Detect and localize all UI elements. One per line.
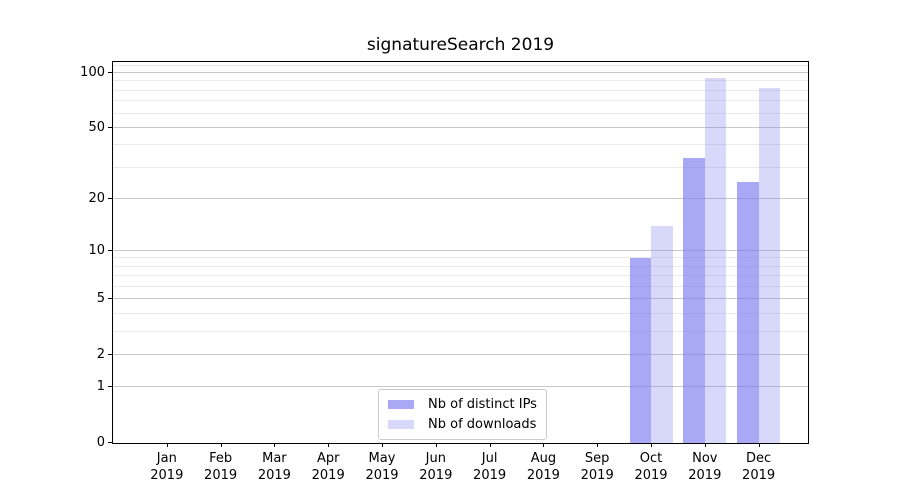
y-axis-tick: [108, 353, 112, 355]
legend-label-distinct-ips: Nb of distinct IPs: [428, 397, 537, 412]
plot-area: Nb of distinct IPs Nb of downloads 0 1 2 5 1…: [80, 61, 809, 483]
x-axis-tick-label: Jun 2019: [419, 451, 453, 483]
minor-gridline: [113, 275, 808, 277]
x-axis-tick-label: Oct 2019: [634, 451, 668, 483]
x-axis-tick: [489, 443, 491, 447]
chart-title: signatureSearch 2019: [366, 35, 555, 55]
major-gridline: [113, 249, 808, 251]
y-axis-tick-label: 0: [96, 435, 105, 450]
bar-downloads: [651, 225, 673, 443]
x-axis-tick: [166, 443, 168, 447]
y-axis-tick-label: 5: [96, 291, 105, 307]
x-axis-tick-label: Dec 2019: [742, 451, 776, 483]
major-gridline: [113, 386, 808, 388]
y-axis-tick: [108, 442, 112, 443]
y-axis-tick-label: 20: [88, 190, 105, 206]
x-axis-tick-label: Nov 2019: [688, 451, 722, 483]
x-axis-tick: [328, 443, 330, 447]
bar-distinct-ips: [629, 258, 651, 443]
minor-gridline: [113, 330, 808, 332]
x-axis-tick-label: Aug 2019: [526, 451, 560, 483]
bar-downloads: [758, 87, 781, 443]
minor-gridline: [113, 265, 808, 267]
minor-gridline: [113, 80, 808, 82]
legend-entry-distinct-ips: Nb of distinct IPs: [388, 397, 537, 412]
major-gridline: [113, 298, 808, 300]
x-axis-tick: [597, 443, 599, 447]
x-axis-tick: [220, 443, 222, 447]
y-axis-tick: [108, 72, 112, 74]
minor-gridline: [113, 100, 808, 102]
x-axis-tick: [543, 443, 545, 447]
bar-downloads: [704, 78, 727, 443]
x-axis-tick-label: Mar 2019: [257, 451, 291, 483]
minor-gridline: [113, 64, 808, 66]
y-axis-tick-label: 50: [88, 119, 105, 135]
legend-entry-downloads: Nb of downloads: [388, 417, 537, 432]
minor-gridline: [113, 112, 808, 114]
legend-label-downloads: Nb of downloads: [428, 417, 537, 432]
major-gridline: [113, 197, 808, 199]
major-gridline: [113, 353, 808, 355]
x-axis-tick: [435, 443, 437, 447]
x-axis-tick-label: May 2019: [365, 451, 399, 483]
bar-distinct-ips: [683, 158, 705, 443]
y-axis-tick: [108, 298, 112, 300]
x-axis-tick-label: Jan 2019: [150, 451, 184, 483]
major-gridline: [113, 72, 808, 74]
x-axis-tick-label: Sep 2019: [580, 451, 614, 483]
minor-gridline: [113, 166, 808, 168]
bar-distinct-ips: [737, 181, 759, 443]
y-axis-tick: [108, 249, 112, 251]
minor-gridline: [113, 257, 808, 259]
x-axis-tick: [651, 443, 652, 447]
x-axis-tick-label: Apr 2019: [311, 451, 345, 483]
minor-gridline: [113, 313, 808, 315]
legend-swatch-downloads: [388, 420, 414, 429]
x-axis-tick: [274, 443, 276, 447]
minor-gridline: [113, 144, 808, 146]
major-gridline: [113, 126, 808, 128]
minor-gridline: [113, 89, 808, 91]
x-axis-tick: [382, 443, 383, 447]
x-axis-tick-label: Feb 2019: [204, 451, 238, 483]
y-axis-tick: [108, 386, 112, 388]
y-axis-tick-label: 2: [96, 346, 105, 362]
legend-swatch-distinct-ips: [388, 400, 414, 409]
x-axis-tick: [758, 443, 760, 447]
y-axis-tick-label: 100: [80, 65, 105, 81]
y-axis-tick: [108, 126, 112, 128]
legend: Nb of distinct IPs Nb of downloads: [378, 389, 547, 440]
y-axis-tick: [108, 197, 112, 199]
y-axis-tick-label: 10: [88, 242, 105, 258]
y-axis-tick-label: 1: [96, 379, 105, 395]
x-axis-tick: [704, 443, 706, 447]
minor-gridline: [113, 286, 808, 288]
x-axis-tick-label: Jul 2019: [473, 451, 507, 483]
